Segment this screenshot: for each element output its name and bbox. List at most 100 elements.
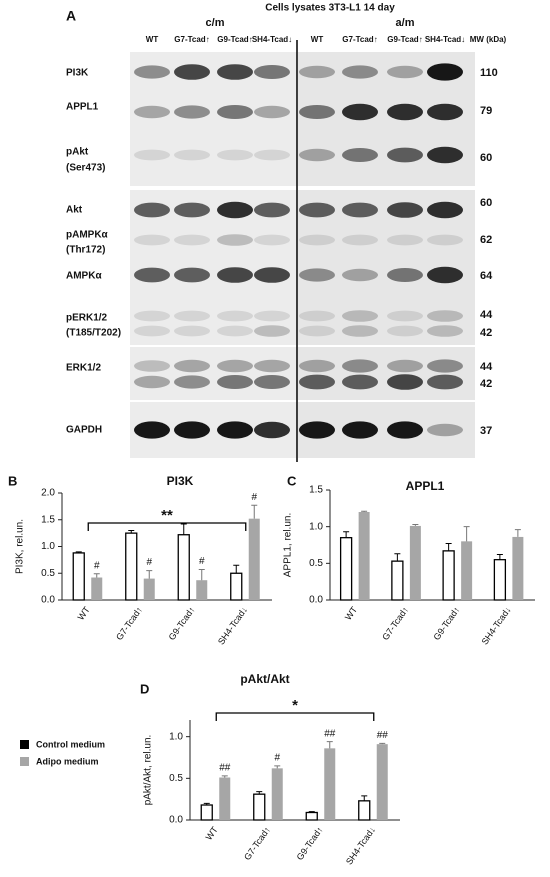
band xyxy=(299,359,335,373)
error-bar xyxy=(146,570,153,579)
y-tick-label: 1.5 xyxy=(309,485,323,496)
band xyxy=(427,201,463,219)
panel-letter: D xyxy=(140,681,149,696)
y-tick-label: 1.0 xyxy=(169,731,183,742)
band xyxy=(299,65,335,79)
error-bar xyxy=(326,741,333,749)
bar xyxy=(324,748,336,820)
protein-label: ERK1/2 xyxy=(66,363,101,374)
panel-letter: B xyxy=(8,473,17,488)
error-bar xyxy=(251,504,258,519)
band xyxy=(134,105,170,119)
band xyxy=(387,147,423,163)
band xyxy=(217,267,253,283)
significance-mark: ## xyxy=(377,730,389,741)
blot-background xyxy=(298,298,475,345)
error-bar xyxy=(274,765,281,769)
significance-mark: # xyxy=(274,752,280,763)
blot-background xyxy=(130,298,297,345)
mw-label: 110 xyxy=(480,67,498,79)
protein-label: (Thr172) xyxy=(66,245,105,256)
band xyxy=(427,374,463,390)
bar xyxy=(512,536,524,600)
x-tick-label: WT xyxy=(76,604,93,622)
x-tick-label: G9-Tcad↑ xyxy=(167,605,197,642)
band xyxy=(174,234,210,246)
band xyxy=(342,234,378,246)
significance-mark: # xyxy=(199,556,205,567)
error-bar xyxy=(75,551,82,553)
band xyxy=(174,105,210,119)
mw-label: 44 xyxy=(480,309,493,321)
band xyxy=(299,310,335,322)
band xyxy=(342,202,378,218)
mw-label: 37 xyxy=(480,425,492,437)
blot-title: Cells lysates 3T3-L1 14 day xyxy=(265,3,395,14)
band xyxy=(299,105,335,119)
error-bar xyxy=(128,529,135,534)
band xyxy=(299,234,335,246)
lane-label: SH4-Tcad↓ xyxy=(252,35,292,44)
band xyxy=(134,360,170,372)
legend-label: Control medium xyxy=(36,739,105,749)
band xyxy=(342,148,378,162)
x-tick-label: WT xyxy=(204,824,221,842)
lane-label: G7-Tcad↑ xyxy=(174,35,209,44)
error-bar xyxy=(256,791,263,795)
protein-label: pAMPKα xyxy=(66,230,109,241)
error-bar xyxy=(412,523,419,526)
band xyxy=(134,375,170,389)
y-axis-label: APPL1, rel.un. xyxy=(283,513,294,577)
band xyxy=(427,63,463,81)
bar xyxy=(248,518,260,600)
band xyxy=(387,421,423,439)
band xyxy=(342,359,378,373)
bar xyxy=(200,804,213,821)
band xyxy=(174,202,210,218)
band xyxy=(299,325,335,337)
x-tick-label: G9-Tcad↑ xyxy=(295,825,325,862)
band xyxy=(217,105,253,119)
band xyxy=(174,310,210,322)
mw-header: MW (kDa) xyxy=(470,35,507,44)
band xyxy=(387,103,423,121)
bracket-label: ** xyxy=(161,507,173,524)
mw-label: 79 xyxy=(480,105,492,117)
blot-background xyxy=(298,228,475,256)
bracket xyxy=(87,522,247,531)
blot-background xyxy=(130,130,297,186)
y-axis-label: pAkt/Akt, rel.un. xyxy=(143,735,154,806)
protein-label: PI3K xyxy=(66,68,89,79)
bar xyxy=(442,550,455,601)
bar xyxy=(409,525,421,600)
error-bar xyxy=(343,531,350,538)
x-tick-label: G7-Tcad↑ xyxy=(242,825,272,862)
bar xyxy=(305,811,318,821)
lane-label: SH4-Tcad↓ xyxy=(425,35,465,44)
x-tick-label: G7-Tcad↑ xyxy=(114,605,144,642)
error-bar xyxy=(180,523,187,535)
chart-title: APPL1 xyxy=(406,479,445,493)
protein-label: (T185/T202) xyxy=(66,328,121,339)
band xyxy=(299,268,335,282)
significance-mark: # xyxy=(146,557,152,568)
band xyxy=(427,266,463,284)
error-bar xyxy=(394,553,401,562)
band xyxy=(174,375,210,389)
blot-background xyxy=(130,228,297,256)
legend-swatch xyxy=(20,757,29,766)
band xyxy=(342,421,378,439)
band xyxy=(387,325,423,337)
band xyxy=(217,64,253,80)
band xyxy=(254,149,290,161)
band xyxy=(134,65,170,79)
legend-swatch xyxy=(20,740,29,749)
band xyxy=(134,421,170,439)
band xyxy=(217,149,253,161)
band xyxy=(387,234,423,246)
error-bar xyxy=(203,802,210,805)
mw-label: 42 xyxy=(480,378,492,390)
bar xyxy=(143,578,155,600)
band xyxy=(342,268,378,282)
band xyxy=(254,375,290,389)
